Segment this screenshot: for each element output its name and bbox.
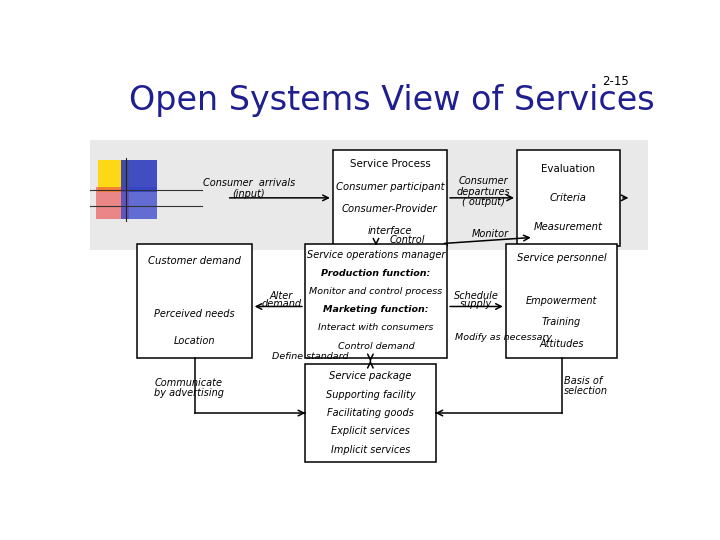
- Bar: [96, 187, 129, 219]
- Text: Service Process: Service Process: [349, 159, 431, 170]
- Text: Modify as necessary: Modify as necessary: [456, 333, 552, 342]
- Bar: [99, 160, 129, 192]
- Text: Attitudes: Attitudes: [539, 339, 584, 349]
- Bar: [121, 187, 157, 219]
- Text: Supporting facility: Supporting facility: [325, 389, 415, 400]
- Text: Consumer-Provider: Consumer-Provider: [342, 204, 438, 214]
- Bar: [90, 140, 648, 250]
- Text: Consumer: Consumer: [459, 176, 508, 186]
- Text: supply: supply: [460, 299, 492, 309]
- Text: Schedule: Schedule: [454, 291, 499, 301]
- Text: Measurement: Measurement: [534, 222, 603, 232]
- Bar: [517, 150, 620, 246]
- Text: Facilitating goods: Facilitating goods: [327, 408, 414, 418]
- Text: Criteria: Criteria: [550, 193, 587, 203]
- Bar: [121, 160, 157, 192]
- Text: Service operations manager: Service operations manager: [307, 251, 445, 260]
- Text: Monitor: Monitor: [472, 230, 509, 239]
- Text: Basis of: Basis of: [564, 376, 603, 386]
- Text: Communicate: Communicate: [155, 378, 223, 388]
- Text: Perceived needs: Perceived needs: [154, 309, 235, 319]
- Text: Define standard: Define standard: [271, 353, 348, 361]
- Text: Marketing function:: Marketing function:: [323, 305, 428, 314]
- Text: Alter: Alter: [269, 291, 293, 301]
- Text: Explicit services: Explicit services: [331, 427, 410, 436]
- Text: Customer demand: Customer demand: [148, 256, 241, 266]
- Text: (input): (input): [233, 188, 266, 199]
- Text: 2-15: 2-15: [602, 75, 629, 88]
- Bar: [333, 150, 447, 246]
- Text: Consumer  arrivals: Consumer arrivals: [203, 178, 295, 188]
- Text: departures: departures: [456, 187, 510, 197]
- Text: selection: selection: [564, 386, 608, 396]
- Bar: [505, 244, 617, 358]
- Text: Empowerment: Empowerment: [526, 296, 597, 306]
- Bar: [305, 364, 436, 462]
- Text: by advertising: by advertising: [154, 388, 224, 399]
- Bar: [138, 244, 252, 358]
- Text: Control: Control: [390, 235, 426, 246]
- Text: Control demand: Control demand: [338, 342, 414, 350]
- Text: Open Systems View of Services: Open Systems View of Services: [128, 84, 654, 117]
- Text: Interact with consumers: Interact with consumers: [318, 323, 433, 333]
- Text: interface: interface: [368, 226, 412, 236]
- Text: ( output): ( output): [462, 197, 505, 207]
- Text: Consumer participant: Consumer participant: [336, 182, 444, 192]
- Text: demand: demand: [261, 299, 301, 309]
- Text: Training: Training: [542, 318, 581, 327]
- Bar: [305, 244, 447, 358]
- Text: Location: Location: [174, 336, 215, 346]
- Text: Production function:: Production function:: [321, 269, 431, 278]
- Text: Monitor and control process: Monitor and control process: [310, 287, 443, 296]
- Text: Service personnel: Service personnel: [517, 253, 606, 262]
- Text: Evaluation: Evaluation: [541, 164, 595, 174]
- Text: Implicit services: Implicit services: [330, 445, 410, 455]
- Text: Service package: Service package: [329, 371, 412, 381]
